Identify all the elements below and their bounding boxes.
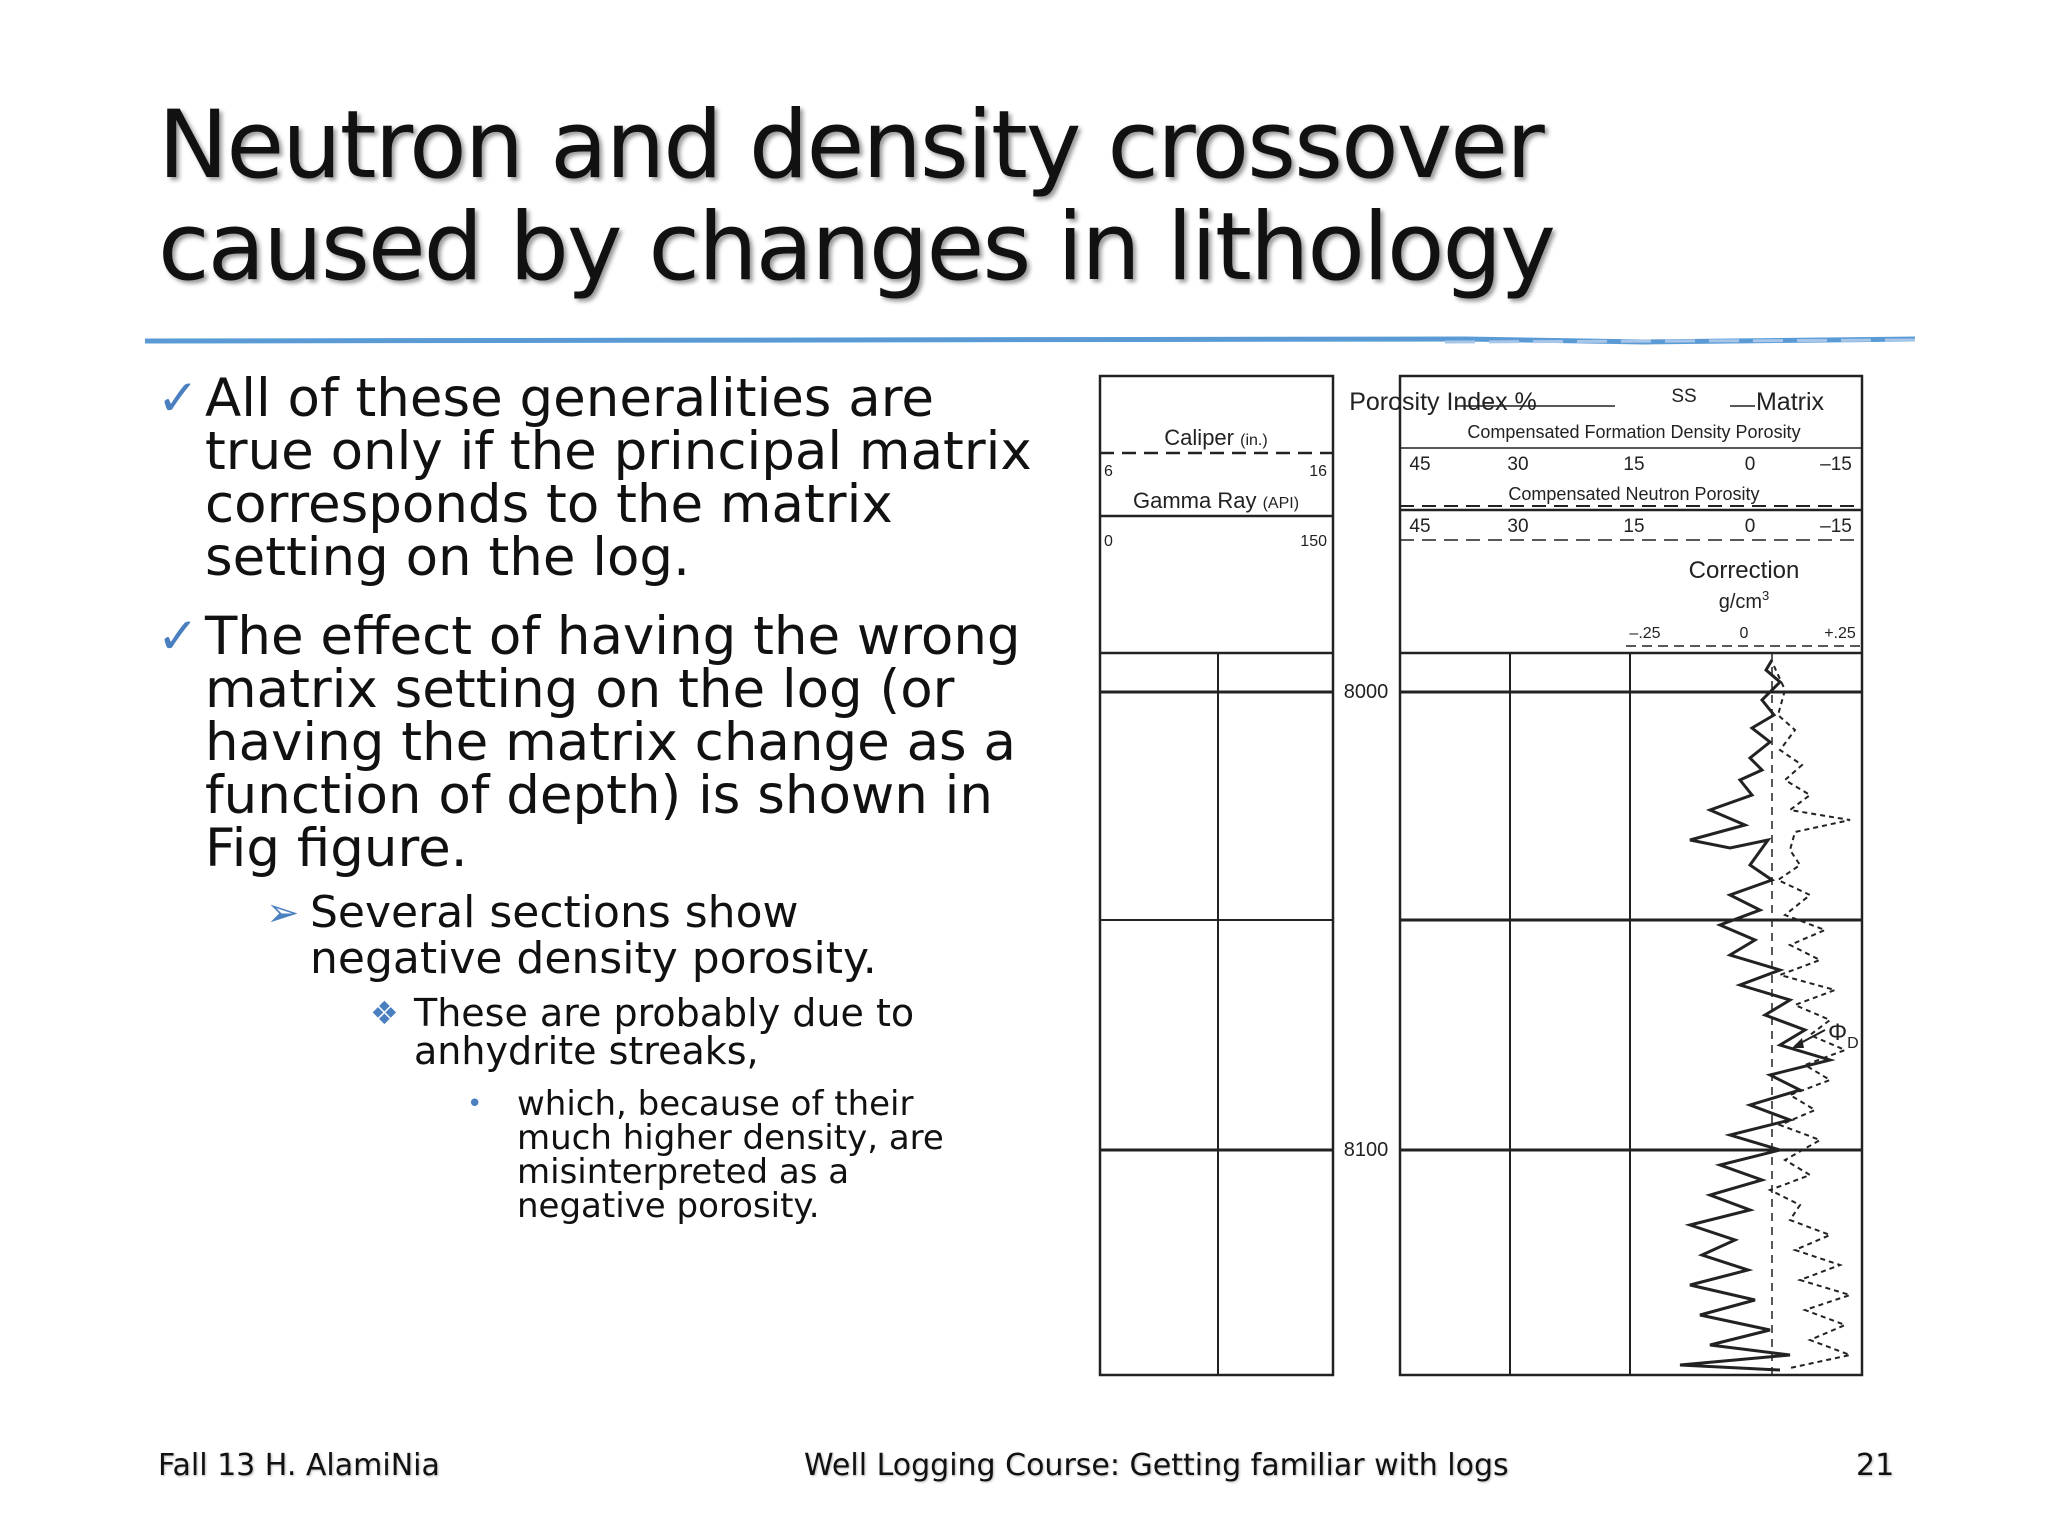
footer-course: Well Logging Course: Getting familiar wi…	[804, 1448, 1509, 1483]
caliper-max: 16	[1309, 463, 1327, 480]
bullet-2-text: The effect of having the wrong matrix se…	[205, 606, 1021, 879]
arrow-bullet-icon: ➢	[266, 890, 300, 936]
neutron-porosity-curve	[1767, 665, 1854, 1369]
neutron-scale-15: 15	[1623, 516, 1644, 537]
left-track-frame	[1098, 374, 1335, 1377]
porosity-index-label: Porosity Index %	[1349, 388, 1537, 416]
sub-bullet: ➢ Several sections show negative density…	[266, 887, 950, 984]
gamma-ray-label: Gamma Ray (API)	[1133, 488, 1299, 513]
caliper-min: 6	[1104, 463, 1113, 480]
bullet-2: ✓ The effect of having the wrong matrix …	[157, 610, 1045, 876]
sub-bullet-text: Several sections show negative density p…	[310, 887, 877, 984]
matrix-value: SS	[1671, 386, 1696, 407]
matrix-label: Matrix	[1756, 388, 1825, 416]
correction-scale-zero: 0	[1740, 625, 1749, 642]
sub-sub-bullet-text: These are probably due to anhydrite stre…	[414, 991, 915, 1073]
density-scale-45: 45	[1409, 454, 1430, 475]
neutron-scale-30: 30	[1507, 516, 1528, 537]
footer-page-number: 21	[1856, 1448, 1895, 1483]
diamond-bullet-icon: ❖	[370, 994, 399, 1032]
neutron-porosity-label: Compensated Neutron Porosity	[1508, 484, 1759, 504]
bullet-1-text: All of these generalities are true only …	[205, 368, 1032, 588]
neutron-scale-45: 45	[1409, 516, 1430, 537]
correction-scale-max: +.25	[1824, 625, 1856, 642]
sub-sub-bullet: ❖ These are probably due to anhydrite st…	[370, 991, 1014, 1073]
slide-title: Neutron and density crossover caused by …	[158, 91, 1556, 303]
density-scale-30: 30	[1507, 454, 1528, 475]
density-scale-15: 15	[1623, 454, 1644, 475]
density-porosity-curve	[1679, 659, 1836, 1372]
correction-scale-min: –.25	[1629, 625, 1660, 642]
sub-sub-sub-bullet-text: which, because of their much higher dens…	[517, 1084, 944, 1226]
dot-bullet-icon: •	[467, 1089, 483, 1119]
well-log-figure: Caliper (in.) 6 16 Gamma Ray (API) 0 150…	[1098, 374, 1864, 1377]
gamma-ray-max: 150	[1300, 533, 1327, 550]
depth-label-8100: 8100	[1344, 1139, 1389, 1161]
caliper-label: Caliper (in.)	[1164, 425, 1267, 450]
density-porosity-label: Compensated Formation Density Porosity	[1467, 422, 1800, 442]
correction-unit: g/cm3	[1719, 588, 1770, 613]
phi-d-label: ΦD	[1828, 1019, 1859, 1052]
neutron-scale-0: 0	[1745, 516, 1756, 537]
correction-label: Correction	[1689, 557, 1800, 584]
bullet-1: ✓ All of these generalities are true onl…	[157, 372, 1045, 585]
footer-author: Fall 13 H. AlamiNia	[158, 1448, 440, 1483]
sub-sub-sub-bullet: • which, because of their much higher de…	[467, 1084, 997, 1226]
neutron-scale-neg15: –15	[1820, 516, 1852, 537]
gamma-ray-min: 0	[1104, 533, 1113, 550]
density-scale-neg15: –15	[1820, 454, 1852, 475]
checkmark-icon: ✓	[157, 369, 199, 427]
checkmark-icon: ✓	[157, 607, 199, 665]
depth-label-8000: 8000	[1344, 681, 1389, 703]
density-scale-0: 0	[1745, 454, 1756, 475]
title-underline	[145, 336, 1915, 345]
